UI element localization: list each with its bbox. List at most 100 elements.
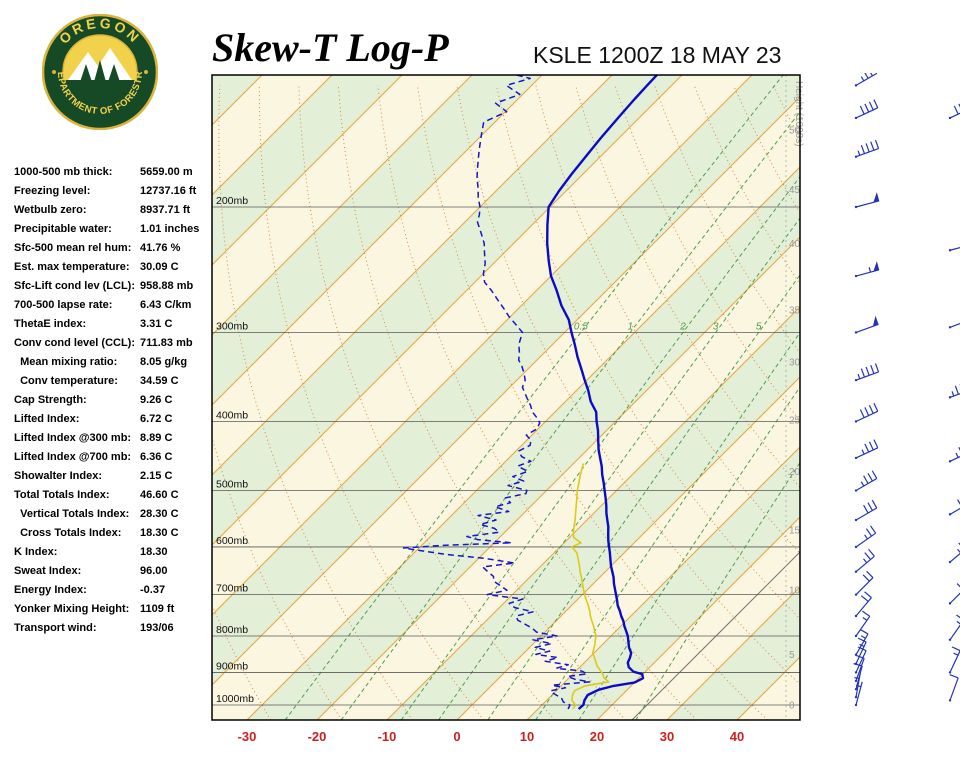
index-row: Conv cond level (CCL): 711.83 mb bbox=[14, 337, 214, 356]
svg-text:3: 3 bbox=[713, 321, 719, 332]
temperature-trace bbox=[546, 75, 659, 710]
index-label: Sfc-Lift cond lev (LCL): bbox=[14, 280, 135, 292]
station-datetime-label: KSLE 1200Z 18 MAY 23 bbox=[533, 42, 782, 68]
height-tick-label: 0 bbox=[789, 701, 795, 712]
index-row: Cross Totals Index: 18.30 C bbox=[14, 527, 214, 546]
index-value: 2.15 C bbox=[140, 470, 173, 482]
index-label: Lifted Index: bbox=[14, 413, 80, 425]
index-label: Conv cond level (CCL): bbox=[14, 337, 136, 349]
logo-tree-icon bbox=[108, 64, 120, 82]
logo-ground bbox=[63, 80, 137, 117]
index-value: 28.30 C bbox=[140, 508, 179, 520]
index-value: 41.76 % bbox=[140, 242, 181, 254]
height-tick-label: 10 bbox=[789, 586, 801, 597]
index-row: Lifted Index: 6.72 C bbox=[14, 413, 214, 432]
temperature-tick-label: 40 bbox=[730, 729, 744, 744]
index-row: Energy Index: -0.37 bbox=[14, 584, 214, 603]
pressure-level-label: 1000mb bbox=[216, 693, 254, 705]
index-row: K Index: 18.30 bbox=[14, 546, 214, 565]
index-value: 193/06 bbox=[140, 622, 174, 634]
index-value: 18.30 C bbox=[140, 527, 179, 539]
index-row: Lifted Index @300 mb: 8.89 C bbox=[14, 432, 214, 451]
index-row: 1000-500 mb thick: 5659.00 m bbox=[14, 166, 214, 185]
index-value: 96.00 bbox=[140, 565, 168, 577]
sounding-indices-panel: 1000-500 mb thick: 5659.00 m Freezing leve… bbox=[14, 166, 214, 641]
height-tick-label: 50 bbox=[789, 126, 801, 137]
wind-barb-column bbox=[853, 73, 960, 707]
height-tick-label: 5 bbox=[789, 650, 795, 661]
temperature-tick-label: 0 bbox=[453, 729, 460, 744]
height-tick-label: 30 bbox=[789, 357, 801, 368]
index-value: 711.83 mb bbox=[140, 337, 193, 349]
index-label: Showalter Index: bbox=[14, 470, 103, 482]
temperature-tick-label: -30 bbox=[238, 729, 257, 744]
temperature-tick-label: -10 bbox=[378, 729, 397, 744]
dewpoint-trace bbox=[402, 75, 591, 710]
svg-text:5: 5 bbox=[756, 321, 762, 332]
index-label: Vertical Totals Index: bbox=[14, 508, 130, 520]
svg-text:1: 1 bbox=[627, 321, 633, 332]
index-value: 3.31 C bbox=[140, 318, 173, 330]
index-label: Energy Index: bbox=[14, 584, 87, 596]
index-row: Sweat Index: 96.00 bbox=[14, 565, 214, 584]
skewt-chart: 0.5 1 2 3 5200mb300mb400mb500mb600mb700mb800… bbox=[211, 74, 804, 744]
index-value: 958.88 mb bbox=[140, 280, 194, 292]
logo-tree-icon bbox=[80, 64, 92, 82]
index-value: 6.43 C/km bbox=[140, 299, 192, 311]
page-title: Skew-T Log-P bbox=[212, 25, 449, 70]
temperature-tick-label: 30 bbox=[660, 729, 674, 744]
svg-text:0.5: 0.5 bbox=[574, 321, 588, 332]
index-label: 1000-500 mb thick: bbox=[14, 166, 113, 178]
index-row: Sfc-Lift cond lev (LCL): 958.88 mb bbox=[14, 280, 214, 299]
height-tick-label: 15 bbox=[789, 525, 801, 536]
pressure-level-label: 200mb bbox=[216, 195, 248, 207]
index-row: Sfc-500 mean rel hum: 41.76 % bbox=[14, 242, 214, 261]
index-row: ThetaE index: 3.31 C bbox=[14, 318, 214, 337]
index-value: 12737.16 ft bbox=[140, 185, 197, 197]
index-label: Conv temperature: bbox=[14, 375, 118, 387]
odf-logo: OREGON DEPARTMENT OF FORESTRY bbox=[42, 14, 158, 130]
index-label: Sfc-500 mean rel hum: bbox=[14, 242, 132, 254]
index-row: Cap Strength: 9.26 C bbox=[14, 394, 214, 413]
index-row: Total Totals Index: 46.60 C bbox=[14, 489, 214, 508]
index-label: Est. max temperature: bbox=[14, 261, 130, 273]
pressure-level-label: 300mb bbox=[216, 320, 248, 332]
height-tick-label: 35 bbox=[789, 306, 801, 317]
index-value: 1.01 inches bbox=[140, 223, 200, 235]
height-tick-label: 40 bbox=[789, 239, 801, 250]
index-label: ThetaE index: bbox=[14, 318, 87, 330]
index-value: 34.59 C bbox=[140, 375, 179, 387]
index-label: Wetbulb zero: bbox=[14, 204, 87, 216]
logo-tree-icon bbox=[94, 60, 106, 82]
pressure-level-label: 400mb bbox=[216, 409, 248, 421]
index-label: Sweat Index: bbox=[14, 565, 82, 577]
index-label: Total Totals Index: bbox=[14, 489, 110, 501]
index-row: 700-500 lapse rate: 6.43 C/km bbox=[14, 299, 214, 318]
index-row: Precipitable water: 1.01 inches bbox=[14, 223, 214, 242]
height-tick-label: 25 bbox=[789, 415, 801, 426]
pressure-level-label: 500mb bbox=[216, 479, 248, 491]
pressure-level-label: 700mb bbox=[216, 583, 248, 595]
index-label: Freezing level: bbox=[14, 185, 91, 197]
svg-text:2: 2 bbox=[679, 321, 686, 332]
index-value: 6.72 C bbox=[140, 413, 173, 425]
index-label: Precipitable water: bbox=[14, 223, 112, 235]
height-axis-title: Height (1000s) bbox=[793, 81, 804, 147]
index-value: 8.89 C bbox=[140, 432, 173, 444]
index-value: 9.26 C bbox=[140, 394, 173, 406]
index-label: Yonker Mixing Height: bbox=[14, 603, 130, 615]
wetbulb-trace bbox=[571, 463, 610, 710]
index-row: Lifted Index @700 mb: 6.36 C bbox=[14, 451, 214, 470]
index-label: Cross Totals Index: bbox=[14, 527, 122, 539]
index-row: Showalter Index: 2.15 C bbox=[14, 470, 214, 489]
index-label: Lifted Index @700 mb: bbox=[14, 451, 132, 463]
index-label: Cap Strength: bbox=[14, 394, 87, 406]
index-label: Mean mixing ratio: bbox=[14, 356, 118, 368]
temperature-tick-label: 20 bbox=[590, 729, 604, 744]
index-value: 8937.71 ft bbox=[140, 204, 191, 216]
index-value: 6.36 C bbox=[140, 451, 173, 463]
index-row: Vertical Totals Index: 28.30 C bbox=[14, 508, 214, 527]
index-value: 30.09 C bbox=[140, 261, 179, 273]
index-value: -0.37 bbox=[140, 584, 166, 596]
